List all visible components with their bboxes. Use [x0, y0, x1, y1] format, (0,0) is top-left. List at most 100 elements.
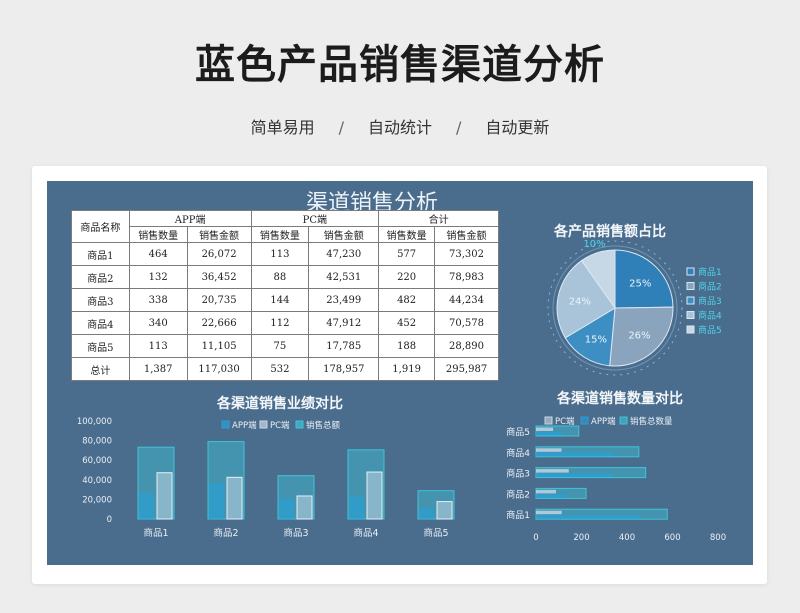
x-tick-label: 商品5	[423, 527, 448, 539]
bar-pc	[156, 472, 173, 520]
pie-legend-label: 商品4	[698, 310, 722, 322]
cell-app-qty: 338	[128, 288, 188, 312]
hbar-pc	[536, 469, 569, 473]
hbar-legend-label: PC端	[555, 416, 575, 427]
sales-table: 商品名称 APP端 PC端 合计 销售数量 销售金额 销售数量 销售金额 销售数…	[71, 210, 499, 381]
cell-total-amount: 78,983	[434, 265, 499, 289]
y-tick-label: 60,000	[82, 456, 112, 466]
pie-legend-swatch	[686, 325, 695, 334]
hbar-pc	[536, 510, 562, 515]
bar-legend-label: PC端	[270, 420, 290, 431]
x-tick-label: 商品2	[213, 527, 238, 539]
bar-pc	[366, 471, 383, 520]
cell-pc-qty: 144	[250, 288, 310, 312]
bar-pc	[436, 501, 453, 520]
pie-data-label: 10%	[583, 239, 605, 250]
cell-total-amount: 295,987	[434, 357, 499, 381]
tag-auto-stat: 自动统计	[367, 118, 432, 137]
cell-total-qty: 188	[378, 334, 436, 358]
bar-app	[209, 483, 224, 519]
pie-slice	[556, 259, 616, 339]
pie-legend-swatch	[686, 282, 695, 290]
cell-app-qty: 1,387	[128, 357, 188, 381]
bar-app	[279, 498, 294, 519]
hbar-category-label: 商品3	[506, 468, 530, 480]
hbar-app	[536, 515, 642, 519]
hbar-category-label: 商品5	[506, 426, 530, 438]
pie-data-label: 15%	[585, 334, 607, 345]
hbar-legend-swatch	[619, 416, 628, 425]
hbar-x-tick-label: 800	[710, 533, 726, 543]
amount-bar-chart: 0 20,000 40,000 60,000 80,000 100,000 APP端 PC端 销…	[77, 417, 455, 539]
cell-total-qty: 1,919	[378, 357, 436, 381]
hbar-x-tick-label: 600	[664, 533, 680, 543]
hbar-x-tick-label: 200	[573, 533, 589, 543]
y-tick-label: 80,000	[82, 437, 112, 447]
hbar-legend-swatch	[544, 416, 553, 425]
cell-total-qty: 577	[378, 242, 436, 266]
hbar-app	[536, 494, 567, 498]
pie-legend-label: 商品3	[698, 295, 722, 307]
hbar-pc	[536, 448, 562, 452]
cell-pc-amount: 178,957	[308, 357, 380, 381]
cell-pc-qty: 532	[250, 357, 310, 381]
cell-app-amount: 22,666	[186, 311, 252, 335]
pie-legend-swatch	[686, 311, 695, 319]
hbar-pc	[536, 427, 554, 431]
cell-app-qty: 340	[128, 311, 188, 335]
cell-product: 商品3	[71, 288, 130, 312]
cell-pc-amount: 47,230	[308, 242, 380, 266]
pie-outer-ring	[547, 240, 683, 376]
table-row-total: 总计 1,387 117,030 532 178,957 1,919 295,9…	[71, 357, 499, 381]
pie-chart-title: 各产品销售额占比	[554, 224, 666, 240]
hbar-legend-swatch	[580, 416, 589, 425]
y-tick-label: 100,000	[77, 417, 112, 427]
cell-app-amount: 20,735	[186, 288, 252, 312]
pie-legend-label: 商品2	[698, 281, 722, 293]
pie-legend-swatch	[686, 296, 695, 305]
bar-app	[349, 496, 364, 519]
hbar-chart-title: 各渠道销售数量对比	[557, 391, 683, 407]
pie-data-label: 26%	[628, 330, 650, 341]
cell-pc-qty: 75	[250, 334, 310, 358]
pie-slice	[564, 307, 616, 367]
pie-data-label: 24%	[569, 297, 591, 308]
pie-slice	[609, 306, 674, 367]
cell-app-amount: 11,105	[186, 334, 252, 358]
hbar-x-tick-label: 0	[533, 533, 538, 543]
hbar-category-label: 商品2	[506, 488, 530, 500]
hbar-app	[536, 473, 613, 478]
cell-pc-amount: 23,499	[308, 288, 380, 312]
pie-data-label: 25%	[629, 278, 651, 289]
feature-tags: 简单易用 / 自动统计 / 自动更新	[0, 114, 800, 138]
bar-pc	[296, 495, 313, 520]
table-row: 商品2 132 36,452 88 42,531 220 78,983	[71, 265, 499, 289]
hbar-legend-label: APP端	[591, 416, 616, 427]
pie-legend-swatch	[686, 267, 695, 276]
hbar-legend-label: 销售总数量	[630, 416, 673, 427]
pie-legend-label: 商品5	[698, 324, 722, 336]
x-tick-label: 商品4	[353, 527, 378, 539]
hbar-category-label: 商品4	[506, 447, 530, 459]
bar-app	[139, 493, 154, 519]
pie-inner-ring	[552, 245, 678, 371]
hbar-x-tick-label: 400	[619, 533, 635, 543]
hbar-category-label: 商品1	[506, 509, 530, 521]
bar-app	[419, 508, 434, 519]
tag-separator: /	[338, 118, 344, 137]
bar-legend-swatch	[295, 420, 304, 429]
bar-pc	[226, 476, 243, 520]
hbar-app	[536, 452, 614, 457]
bar-legend-swatch	[221, 420, 230, 429]
tag-separator: /	[456, 118, 462, 137]
y-tick-label: 20,000	[82, 495, 112, 505]
y-tick-label: 0	[107, 515, 112, 525]
tag-auto-update: 自动更新	[485, 118, 550, 137]
bar-legend-swatch	[259, 420, 268, 429]
bar-chart-title: 各渠道销售业绩对比	[217, 396, 343, 412]
bar-legend-label: 销售总额	[306, 420, 341, 431]
bar-legend-label: APP端	[232, 420, 257, 431]
tag-easy: 简单易用	[250, 118, 315, 137]
